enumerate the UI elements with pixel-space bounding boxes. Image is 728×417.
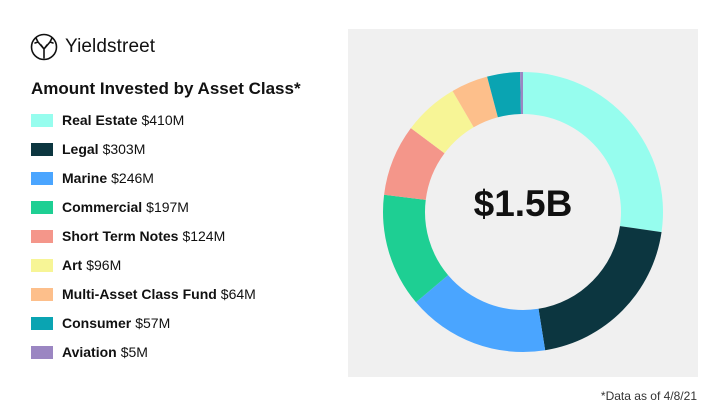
- legend-value: $246M: [111, 170, 154, 186]
- legend-item: Short Term Notes $124M: [31, 228, 225, 244]
- legend-label: Art: [62, 257, 83, 273]
- legend-label: Marine: [62, 170, 108, 186]
- brand-logo: Yieldstreet: [30, 33, 155, 61]
- donut-slice: [538, 226, 662, 351]
- legend-value: $124M: [182, 228, 226, 244]
- legend-label: Aviation: [62, 344, 117, 360]
- legend-swatch: [31, 258, 53, 272]
- legend-value: $303M: [102, 141, 146, 157]
- legend-item: Real Estate $410M: [31, 112, 184, 128]
- legend-item: Marine $246M: [31, 170, 154, 186]
- legend-label: Short Term Notes: [62, 228, 179, 244]
- legend-item: Consumer $57M: [31, 315, 170, 331]
- legend-label: Consumer: [62, 315, 132, 331]
- donut-slice: [523, 72, 663, 233]
- legend-item: Aviation $5M: [31, 344, 148, 360]
- center-total-label: $1.5B: [473, 183, 573, 224]
- donut-slice: [383, 194, 449, 303]
- legend-label: Legal: [62, 141, 99, 157]
- legend-swatch: [31, 142, 53, 156]
- legend-label: Real Estate: [62, 112, 138, 128]
- legend-swatch: [31, 229, 53, 243]
- legend-swatch: [31, 345, 53, 359]
- legend-label: Commercial: [62, 199, 143, 215]
- legend-value: $197M: [146, 199, 189, 215]
- legend-swatch: [31, 287, 53, 301]
- legend-label: Multi-Asset Class Fund: [62, 286, 217, 302]
- donut-slice: [410, 91, 474, 154]
- legend-value: $410M: [141, 112, 185, 128]
- chart-title: Amount Invested by Asset Class*: [31, 79, 301, 98]
- footnote: *Data as of 4/8/21: [600, 389, 697, 403]
- donut-slice: [487, 72, 521, 118]
- legend-swatch: [31, 200, 53, 214]
- legend-item: Commercial $197M: [31, 199, 189, 215]
- legend-value: $96M: [86, 257, 122, 273]
- chart-panel: $1.5B: [348, 29, 698, 377]
- donut-chart: [383, 72, 663, 352]
- legend-swatch: [31, 171, 53, 185]
- legend-value: $64M: [220, 286, 256, 302]
- legend-item: Art $96M: [31, 257, 121, 273]
- deer-antler-icon: [30, 33, 58, 61]
- legend-value: $5M: [120, 344, 148, 360]
- legend-value: $57M: [135, 315, 171, 331]
- donut-slice: [415, 275, 546, 352]
- legend-item: Multi-Asset Class Fund $64M: [31, 286, 256, 302]
- brand-name: Yieldstreet: [65, 36, 156, 57]
- legend-item: Legal $303M: [31, 141, 145, 157]
- legend-swatch: [31, 113, 53, 127]
- donut-slice: [520, 72, 523, 115]
- donut-slice: [452, 76, 498, 128]
- legend-swatch: [31, 316, 53, 330]
- donut-slice: [384, 128, 445, 200]
